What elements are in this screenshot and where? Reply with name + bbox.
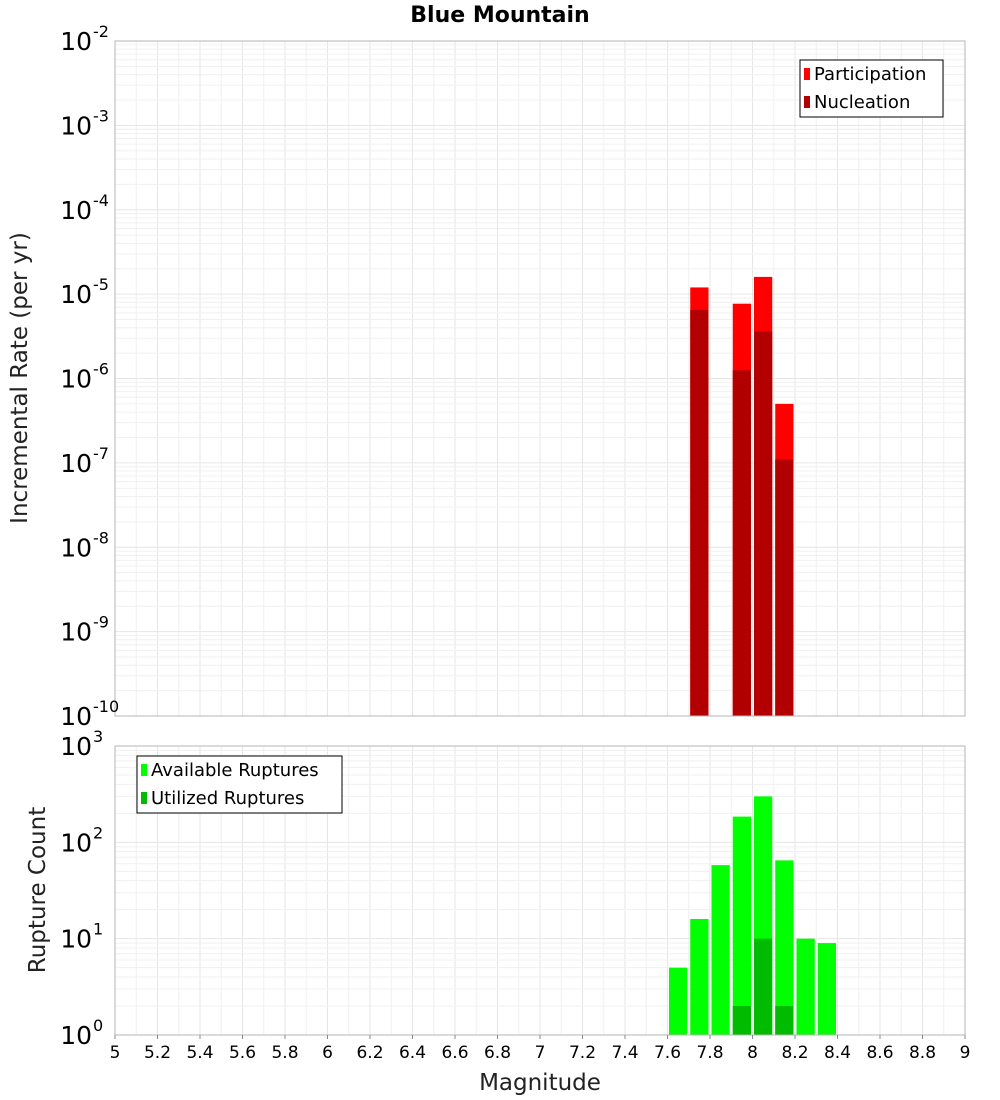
y-tick-exponent: -2 bbox=[93, 22, 109, 41]
bottom-y-axis-title: Rupture Count bbox=[25, 807, 51, 973]
y-tick-label: 10 bbox=[60, 533, 92, 562]
x-tick-label: 7.6 bbox=[654, 1043, 681, 1063]
y-tick-exponent: 2 bbox=[93, 823, 103, 842]
x-axis: 5 5.2 5.4 5.6 5.8 6 6.2 6.4 6.6 6.8 7 7.2 7.4 7.6 7.8 8… bbox=[110, 1035, 971, 1063]
legend-swatch bbox=[804, 68, 810, 80]
rate-bar-nucleation bbox=[775, 459, 794, 716]
count-bar-available-ruptures bbox=[690, 919, 709, 1035]
legend-label: Nucleation bbox=[814, 92, 910, 113]
count-bar-utilized-ruptures bbox=[754, 938, 773, 1035]
chart-title: Blue Mountain bbox=[410, 3, 589, 28]
x-tick-label: 5.8 bbox=[271, 1043, 298, 1063]
plot-frame bbox=[114, 40, 966, 717]
y-tick-label: 10 bbox=[60, 925, 92, 954]
x-tick-label: 9 bbox=[960, 1043, 971, 1063]
x-tick-label: 7.4 bbox=[611, 1043, 638, 1063]
x-tick-label: 7 bbox=[535, 1043, 546, 1063]
count-bar-available-ruptures bbox=[775, 860, 794, 1035]
count-bar-available-ruptures bbox=[669, 967, 688, 1035]
y-tick-exponent: 1 bbox=[93, 920, 103, 939]
x-tick-label: 5.6 bbox=[229, 1043, 256, 1063]
count-bar-available-ruptures bbox=[817, 943, 836, 1035]
x-tick-label: 5.2 bbox=[144, 1043, 171, 1063]
y-tick-label: 10 bbox=[60, 196, 92, 225]
y-tick-label: 10 bbox=[60, 111, 92, 140]
y-tick-label: 10 bbox=[60, 280, 92, 309]
y-tick-label: 10 bbox=[60, 828, 92, 857]
x-tick-label: 6 bbox=[322, 1043, 333, 1063]
y-tick-label: 10 bbox=[60, 449, 92, 478]
x-tick-label: 8.8 bbox=[909, 1043, 936, 1063]
x-tick-label: 6.2 bbox=[356, 1043, 383, 1063]
legend-label: Utilized Ruptures bbox=[151, 788, 304, 809]
x-tick-label: 7.8 bbox=[696, 1043, 723, 1063]
y-tick-exponent: -9 bbox=[93, 613, 109, 632]
rate-bar-nucleation bbox=[754, 331, 773, 716]
x-tick-label: 8.2 bbox=[781, 1043, 808, 1063]
y-tick-exponent: 3 bbox=[93, 727, 103, 746]
legend-swatch bbox=[141, 792, 147, 804]
legend-swatch bbox=[804, 96, 810, 108]
x-tick-label: 6.4 bbox=[399, 1043, 426, 1063]
y-tick-exponent: -5 bbox=[93, 275, 109, 294]
y-tick-label: 10 bbox=[60, 365, 92, 394]
legend-swatch bbox=[141, 764, 147, 776]
y-tick-label: 10 bbox=[60, 1021, 92, 1050]
y-tick-exponent: -7 bbox=[93, 444, 109, 463]
y-tick-exponent: -10 bbox=[93, 697, 119, 716]
count-bar-available-ruptures bbox=[711, 865, 730, 1035]
y-tick-label: 10 bbox=[60, 27, 92, 56]
x-tick-label: 6.8 bbox=[484, 1043, 511, 1063]
y-tick-label: 10 bbox=[60, 702, 92, 731]
legend-label: Available Ruptures bbox=[151, 760, 319, 781]
count-bar-available-ruptures bbox=[732, 816, 751, 1035]
y-tick-exponent: -8 bbox=[93, 528, 109, 547]
y-tick-label: 10 bbox=[60, 732, 92, 761]
x-axis-title: Magnitude bbox=[479, 1070, 601, 1096]
rate-bar-nucleation bbox=[732, 370, 751, 716]
x-tick-label: 6.6 bbox=[441, 1043, 468, 1063]
count-bar-available-ruptures bbox=[796, 938, 815, 1035]
legend-box bbox=[136, 755, 343, 814]
x-tick-label: 8 bbox=[747, 1043, 758, 1063]
x-tick-label: 5.4 bbox=[186, 1043, 213, 1063]
legend-label: Participation bbox=[814, 64, 926, 85]
x-tick-label: 5 bbox=[110, 1043, 121, 1063]
y-tick-exponent: -4 bbox=[93, 191, 109, 210]
x-tick-label: 7.2 bbox=[569, 1043, 596, 1063]
rate-bar-nucleation bbox=[690, 309, 709, 716]
top-y-axis-title: Incremental Rate (per yr) bbox=[7, 232, 33, 524]
y-tick-exponent: -6 bbox=[93, 360, 109, 379]
legend-box bbox=[799, 59, 944, 118]
y-tick-label: 10 bbox=[60, 618, 92, 647]
y-tick-exponent: 0 bbox=[93, 1016, 103, 1035]
y-tick-exponent: -3 bbox=[93, 106, 109, 125]
count-bar-utilized-ruptures bbox=[775, 1006, 794, 1035]
count-bar-utilized-ruptures bbox=[732, 1006, 751, 1035]
x-tick-label: 8.6 bbox=[866, 1043, 893, 1063]
x-tick-label: 8.4 bbox=[824, 1043, 851, 1063]
